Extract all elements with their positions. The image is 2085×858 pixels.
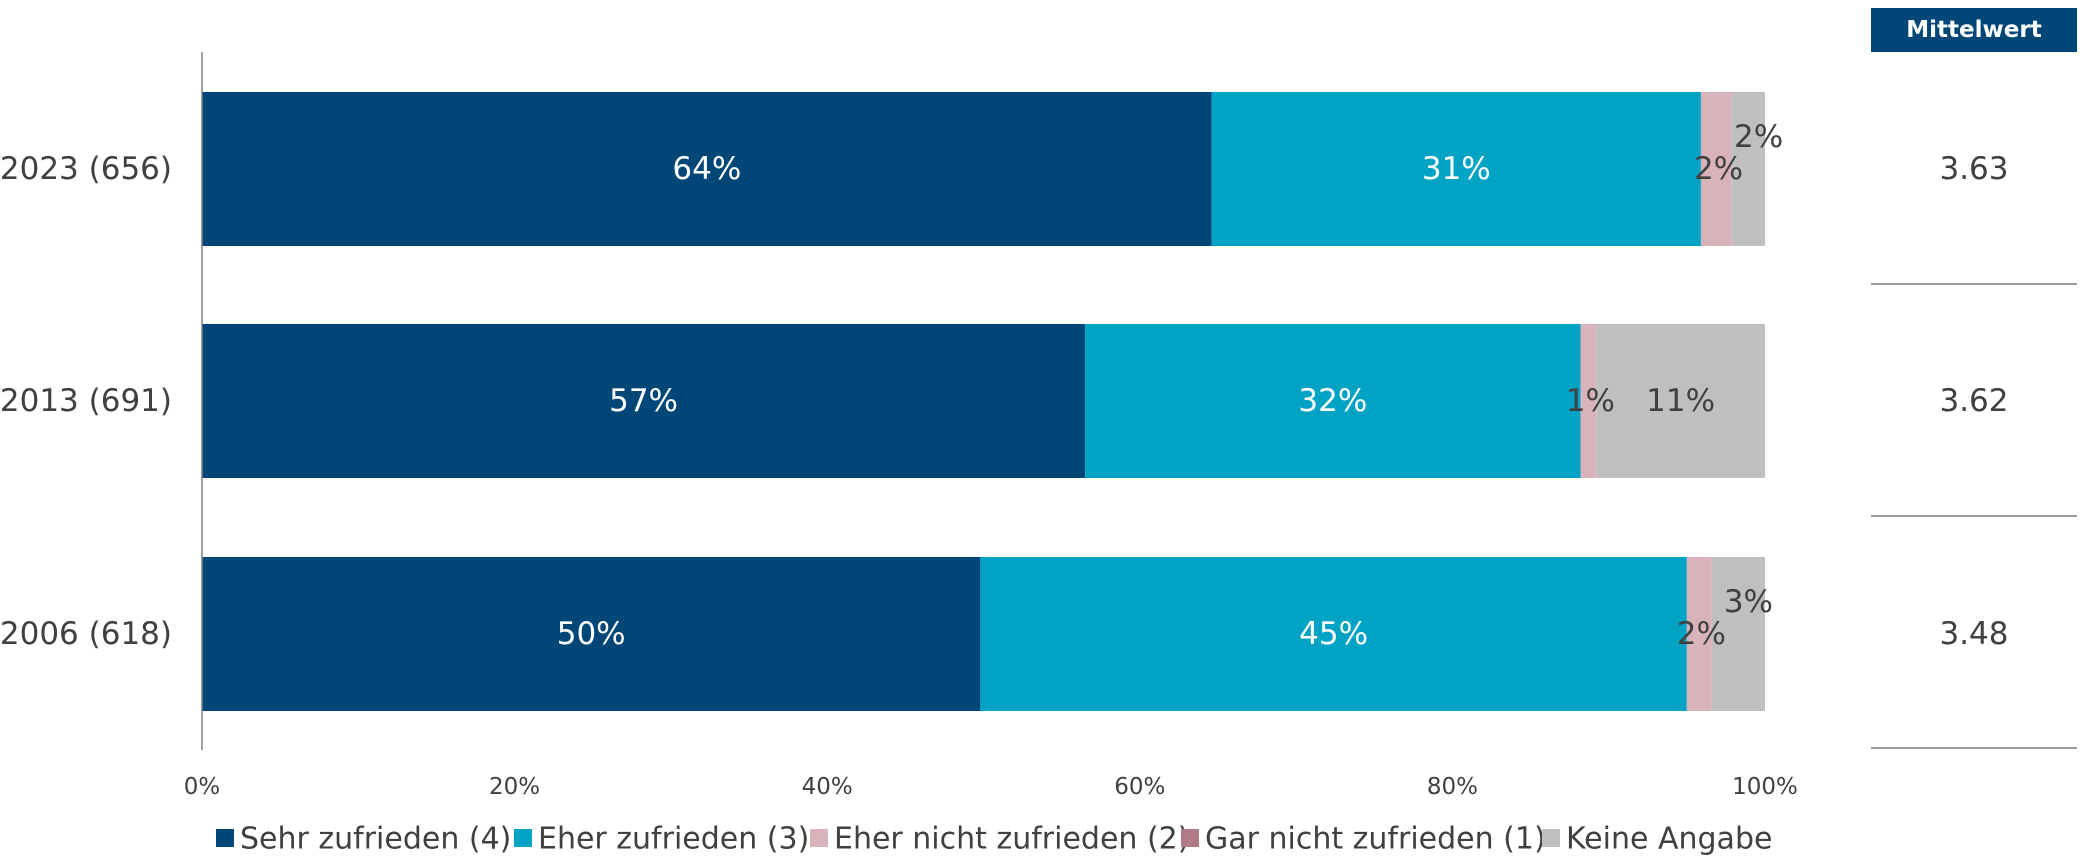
legend-label: Gar nicht zufrieden (1) (1205, 822, 1546, 857)
mittelwert-panel: Mittelwert 3.63 3.62 3.48 (1871, 8, 2077, 749)
x-tick-label: 80% (1427, 774, 1478, 800)
bar-segment (1580, 324, 1597, 478)
bar-segment (202, 557, 981, 711)
x-tick-label: 60% (1114, 774, 1165, 800)
data-label: 32% (1298, 383, 1367, 419)
category-label: 2006 (618) (0, 616, 172, 652)
legend-swatch (514, 829, 532, 847)
legend-label: Eher zufrieden (3) (538, 822, 809, 857)
bar-segment (202, 92, 1212, 246)
x-axis-ticks: 0% 20% 40% 60% 80% 100% (184, 774, 1798, 800)
category-label: 2023 (656) (0, 151, 172, 187)
mittelwert-value: 3.62 (1939, 383, 2008, 419)
data-label: 11% (1646, 383, 1715, 419)
category-labels: 2023 (656) 2013 (691) 2006 (618) (0, 151, 172, 652)
bar-segment (980, 557, 1687, 711)
bar-segment (1085, 324, 1581, 478)
mittelwert-header-bg (1871, 8, 2077, 52)
data-label: 2% (1677, 616, 1726, 652)
bar-segment (1711, 557, 1765, 711)
data-label: 1% (1566, 383, 1615, 419)
legend-swatch (810, 829, 828, 847)
data-label: 45% (1299, 616, 1368, 652)
mittelwert-header: Mittelwert (1906, 17, 2041, 43)
bar-segment (1700, 92, 1733, 246)
bar-segment (1732, 92, 1765, 246)
segment-labels-layer: 64% 31% 2%2%57% 32% 1% 11%50% 45% 2%3% (557, 119, 1783, 652)
legend-swatch (1181, 829, 1199, 847)
data-label: 64% (672, 151, 741, 187)
mittelwert-values: 3.63 3.62 3.48 (1939, 151, 2008, 652)
data-label: 2% (1694, 151, 1743, 187)
bar-segment (1211, 92, 1701, 246)
legend: Sehr zufrieden (4) Eher zufrieden (3) Eher… (216, 822, 1772, 857)
legend-swatch (216, 829, 234, 847)
legend-label: Sehr zufrieden (4) (240, 822, 511, 857)
legend-label: Keine Angabe (1566, 822, 1772, 857)
x-tick-label: 0% (184, 774, 221, 800)
mittelwert-value: 3.48 (1939, 616, 2008, 652)
bar-segment (1686, 557, 1712, 711)
x-tick-label: 100% (1732, 774, 1798, 800)
bars-layer (202, 92, 1765, 711)
legend-swatch (1542, 829, 1560, 847)
bar-segment (1596, 324, 1765, 478)
data-label: 2% (1734, 119, 1783, 155)
bar-segment (202, 324, 1086, 478)
data-label: 31% (1422, 151, 1491, 187)
x-tick-label: 40% (802, 774, 853, 800)
legend-label: Eher nicht zufrieden (2) (834, 822, 1189, 857)
mittelwert-separators (1871, 283, 2077, 749)
mittelwert-value: 3.63 (1939, 151, 2008, 187)
x-tick-label: 20% (489, 774, 540, 800)
data-label: 57% (609, 383, 678, 419)
data-label: 3% (1724, 584, 1773, 620)
data-label: 50% (557, 616, 626, 652)
category-label: 2013 (691) (0, 383, 172, 419)
